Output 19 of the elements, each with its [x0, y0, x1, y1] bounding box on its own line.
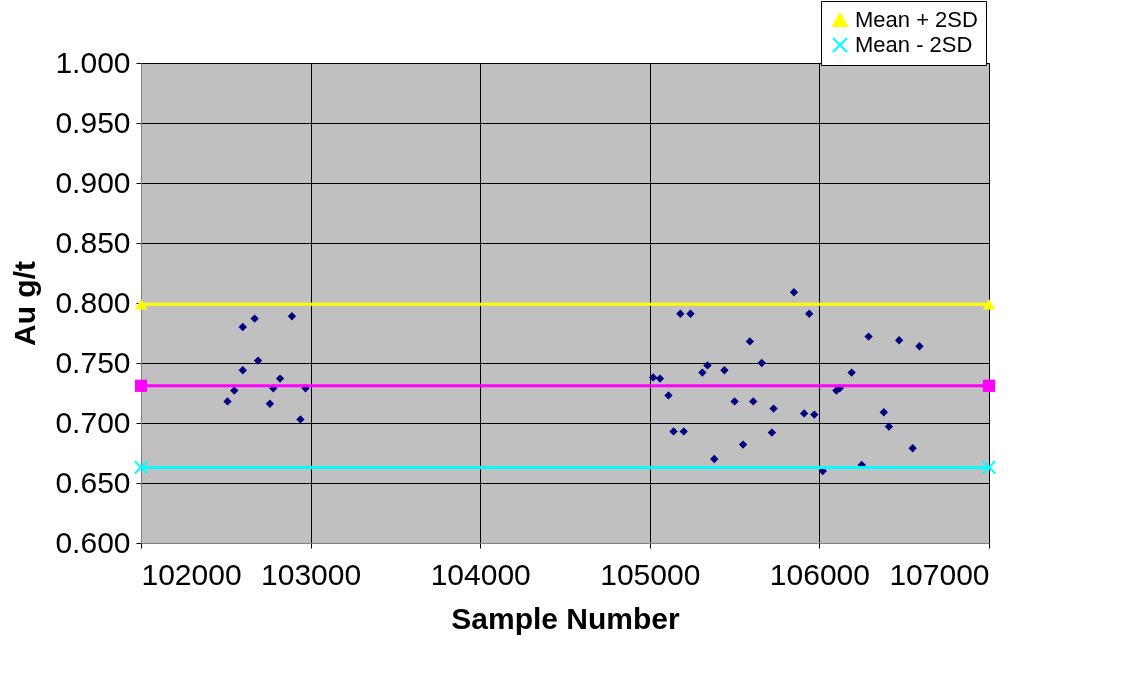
y-axis-title: Au g/t: [8, 261, 42, 346]
y-tick-label: 0.600: [55, 525, 131, 559]
legend-label: Mean + 2SD: [855, 7, 978, 32]
x-tick-label: 105000: [600, 557, 701, 591]
y-tick-label: 0.800: [55, 285, 131, 319]
y-tick-label: 1.000: [55, 45, 131, 79]
x-tick-label: 103000: [261, 557, 362, 591]
y-tick-label: 0.850: [55, 225, 131, 259]
x-tick-label: 102000: [141, 557, 242, 591]
legend-label: Mean - 2SD: [855, 32, 973, 57]
y-tick-label: 0.750: [55, 345, 131, 379]
y-tick-label: 0.950: [55, 105, 131, 139]
y-tick-label: 0.700: [55, 405, 131, 439]
x-tick-label: 106000: [769, 557, 870, 591]
x-tick-label: 107000: [889, 557, 990, 591]
y-tick-label: 0.650: [55, 465, 131, 499]
y-tick-label: 0.900: [55, 165, 131, 199]
x-tick-label: 104000: [430, 557, 531, 591]
x-axis-title: Sample Number: [451, 601, 681, 635]
